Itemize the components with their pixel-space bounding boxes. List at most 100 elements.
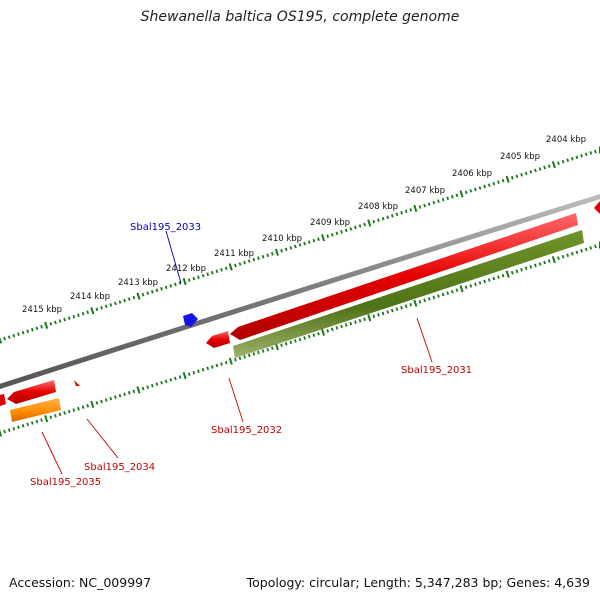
outer-ring-tick [40, 325, 43, 329]
leader-line-2031 [416, 317, 433, 363]
outer-ring-tick [72, 314, 76, 319]
outer-ring-tick [215, 269, 219, 274]
outer-ring-tick [187, 278, 191, 282]
outer-ring-tick [3, 336, 6, 341]
outer-ring-tick [358, 224, 362, 228]
inner-ring-tick [247, 353, 251, 358]
inner-ring-tick [505, 270, 510, 278]
outer-ring-tick [529, 170, 533, 174]
outer-ring-tick [63, 317, 66, 322]
inner-ring-tick [192, 370, 196, 375]
outer-ring-tick [7, 335, 11, 339]
outer-ring-tick [30, 327, 34, 332]
gene-feature-2034[interactable] [74, 380, 80, 386]
inner-ring-tick [418, 300, 422, 304]
inner-ring-tick [280, 343, 283, 348]
tick-label-2412: 2412 kbp [166, 264, 206, 274]
inner-ring-tick [164, 379, 168, 384]
inner-ring-tick [132, 389, 136, 394]
feature-track [0, 201, 600, 422]
gene-label-2031: Sbal195_2031 [401, 365, 472, 376]
outer-ring-tick [197, 275, 200, 279]
inner-ring-tick [474, 282, 477, 287]
inner-ring-tick [349, 321, 353, 326]
inner-ring-tick [90, 400, 95, 408]
genome-backbone [0, 193, 600, 390]
outer-ring-tick [538, 167, 542, 171]
inner-ring-tick [584, 247, 588, 252]
inner-ring-tick [3, 429, 6, 434]
inner-ring-tick [395, 307, 399, 311]
inner-ring-tick [427, 297, 431, 301]
outer-ring-tick [386, 215, 390, 220]
inner-ring-tick [104, 398, 108, 402]
gene-label-2035: Sbal195_2035 [30, 477, 101, 488]
outer-ring-tick [330, 232, 334, 237]
inner-ring-tick [257, 350, 260, 355]
cds-feature-2031[interactable] [233, 230, 584, 358]
outer-ring-tick [284, 247, 288, 252]
outer-ring-tick [409, 208, 413, 212]
outer-ring-tick [524, 171, 528, 176]
outer-ring-tick [354, 225, 357, 230]
inner-ring-tick [252, 352, 256, 356]
outer-ring-tick [146, 291, 150, 296]
outer-ring-tick [459, 190, 464, 198]
inner-ring-tick [372, 314, 376, 319]
outer-ring-tick [340, 230, 343, 234]
inner-ring-tick [437, 294, 440, 298]
inner-ring-tick [455, 288, 459, 292]
inner-ring-tick [413, 299, 418, 307]
inner-ring-tick [520, 268, 523, 272]
gene-feature-2031[interactable] [230, 213, 578, 340]
outer-ring-tick [589, 151, 593, 155]
inner-ring-tick [303, 336, 306, 340]
gene-feature-2033[interactable] [183, 313, 198, 327]
gene-feature-2035[interactable] [7, 380, 56, 404]
outer-ring-tick [427, 202, 431, 206]
outer-tick-ring [0, 146, 600, 344]
outer-ring-tick [252, 257, 256, 262]
outer-ring-tick [584, 152, 588, 157]
inner-ring-tick [187, 372, 191, 376]
inner-ring-tick [377, 313, 380, 317]
inner-ring-tick [321, 328, 326, 336]
outer-ring-tick [298, 243, 302, 247]
inner-ring-tick [160, 381, 163, 385]
inner-ring-tick [7, 428, 11, 432]
cds-feature-2035[interactable] [10, 398, 61, 422]
inner-ring-tick [551, 255, 556, 264]
tick-labels: 2404 kbp 2405 kbp 2406 kbp 2407 kbp 2408… [22, 135, 586, 315]
inner-ring-tick [274, 343, 279, 351]
gene-feature-2032[interactable] [206, 331, 230, 348]
outer-ring-tick [160, 287, 163, 291]
outer-ring-tick [395, 212, 399, 217]
inner-ring-tick [54, 414, 57, 418]
inner-ring-tick [114, 395, 117, 399]
outer-ring-tick [238, 262, 242, 266]
outer-ring-tick [492, 181, 496, 186]
outer-ring-tick [474, 187, 477, 192]
inner-ring-tick [510, 270, 514, 275]
outer-ring-tick [206, 272, 210, 277]
inner-ring-tick [515, 269, 519, 274]
outer-ring-tick [303, 241, 306, 246]
outer-ring-tick [178, 281, 182, 285]
outer-ring-tick [377, 218, 380, 222]
inner-ring-tick [298, 337, 302, 342]
outer-ring-tick [127, 297, 131, 301]
inner-ring-tick [534, 263, 537, 268]
inner-ring-tick [335, 326, 339, 330]
outer-ring-tick [100, 306, 103, 310]
outer-ring-tick [478, 186, 482, 190]
inner-ring-tick [210, 365, 214, 369]
inner-ring-tick [228, 357, 233, 365]
inner-ring-tick [30, 421, 34, 425]
inner-ring-tick [423, 298, 426, 303]
outer-ring-tick [155, 288, 159, 293]
tick-label-2408: 2408 kbp [358, 202, 398, 212]
inner-ring-tick [146, 385, 150, 389]
outer-ring-tick [501, 178, 505, 183]
inner-ring-tick [136, 386, 141, 394]
